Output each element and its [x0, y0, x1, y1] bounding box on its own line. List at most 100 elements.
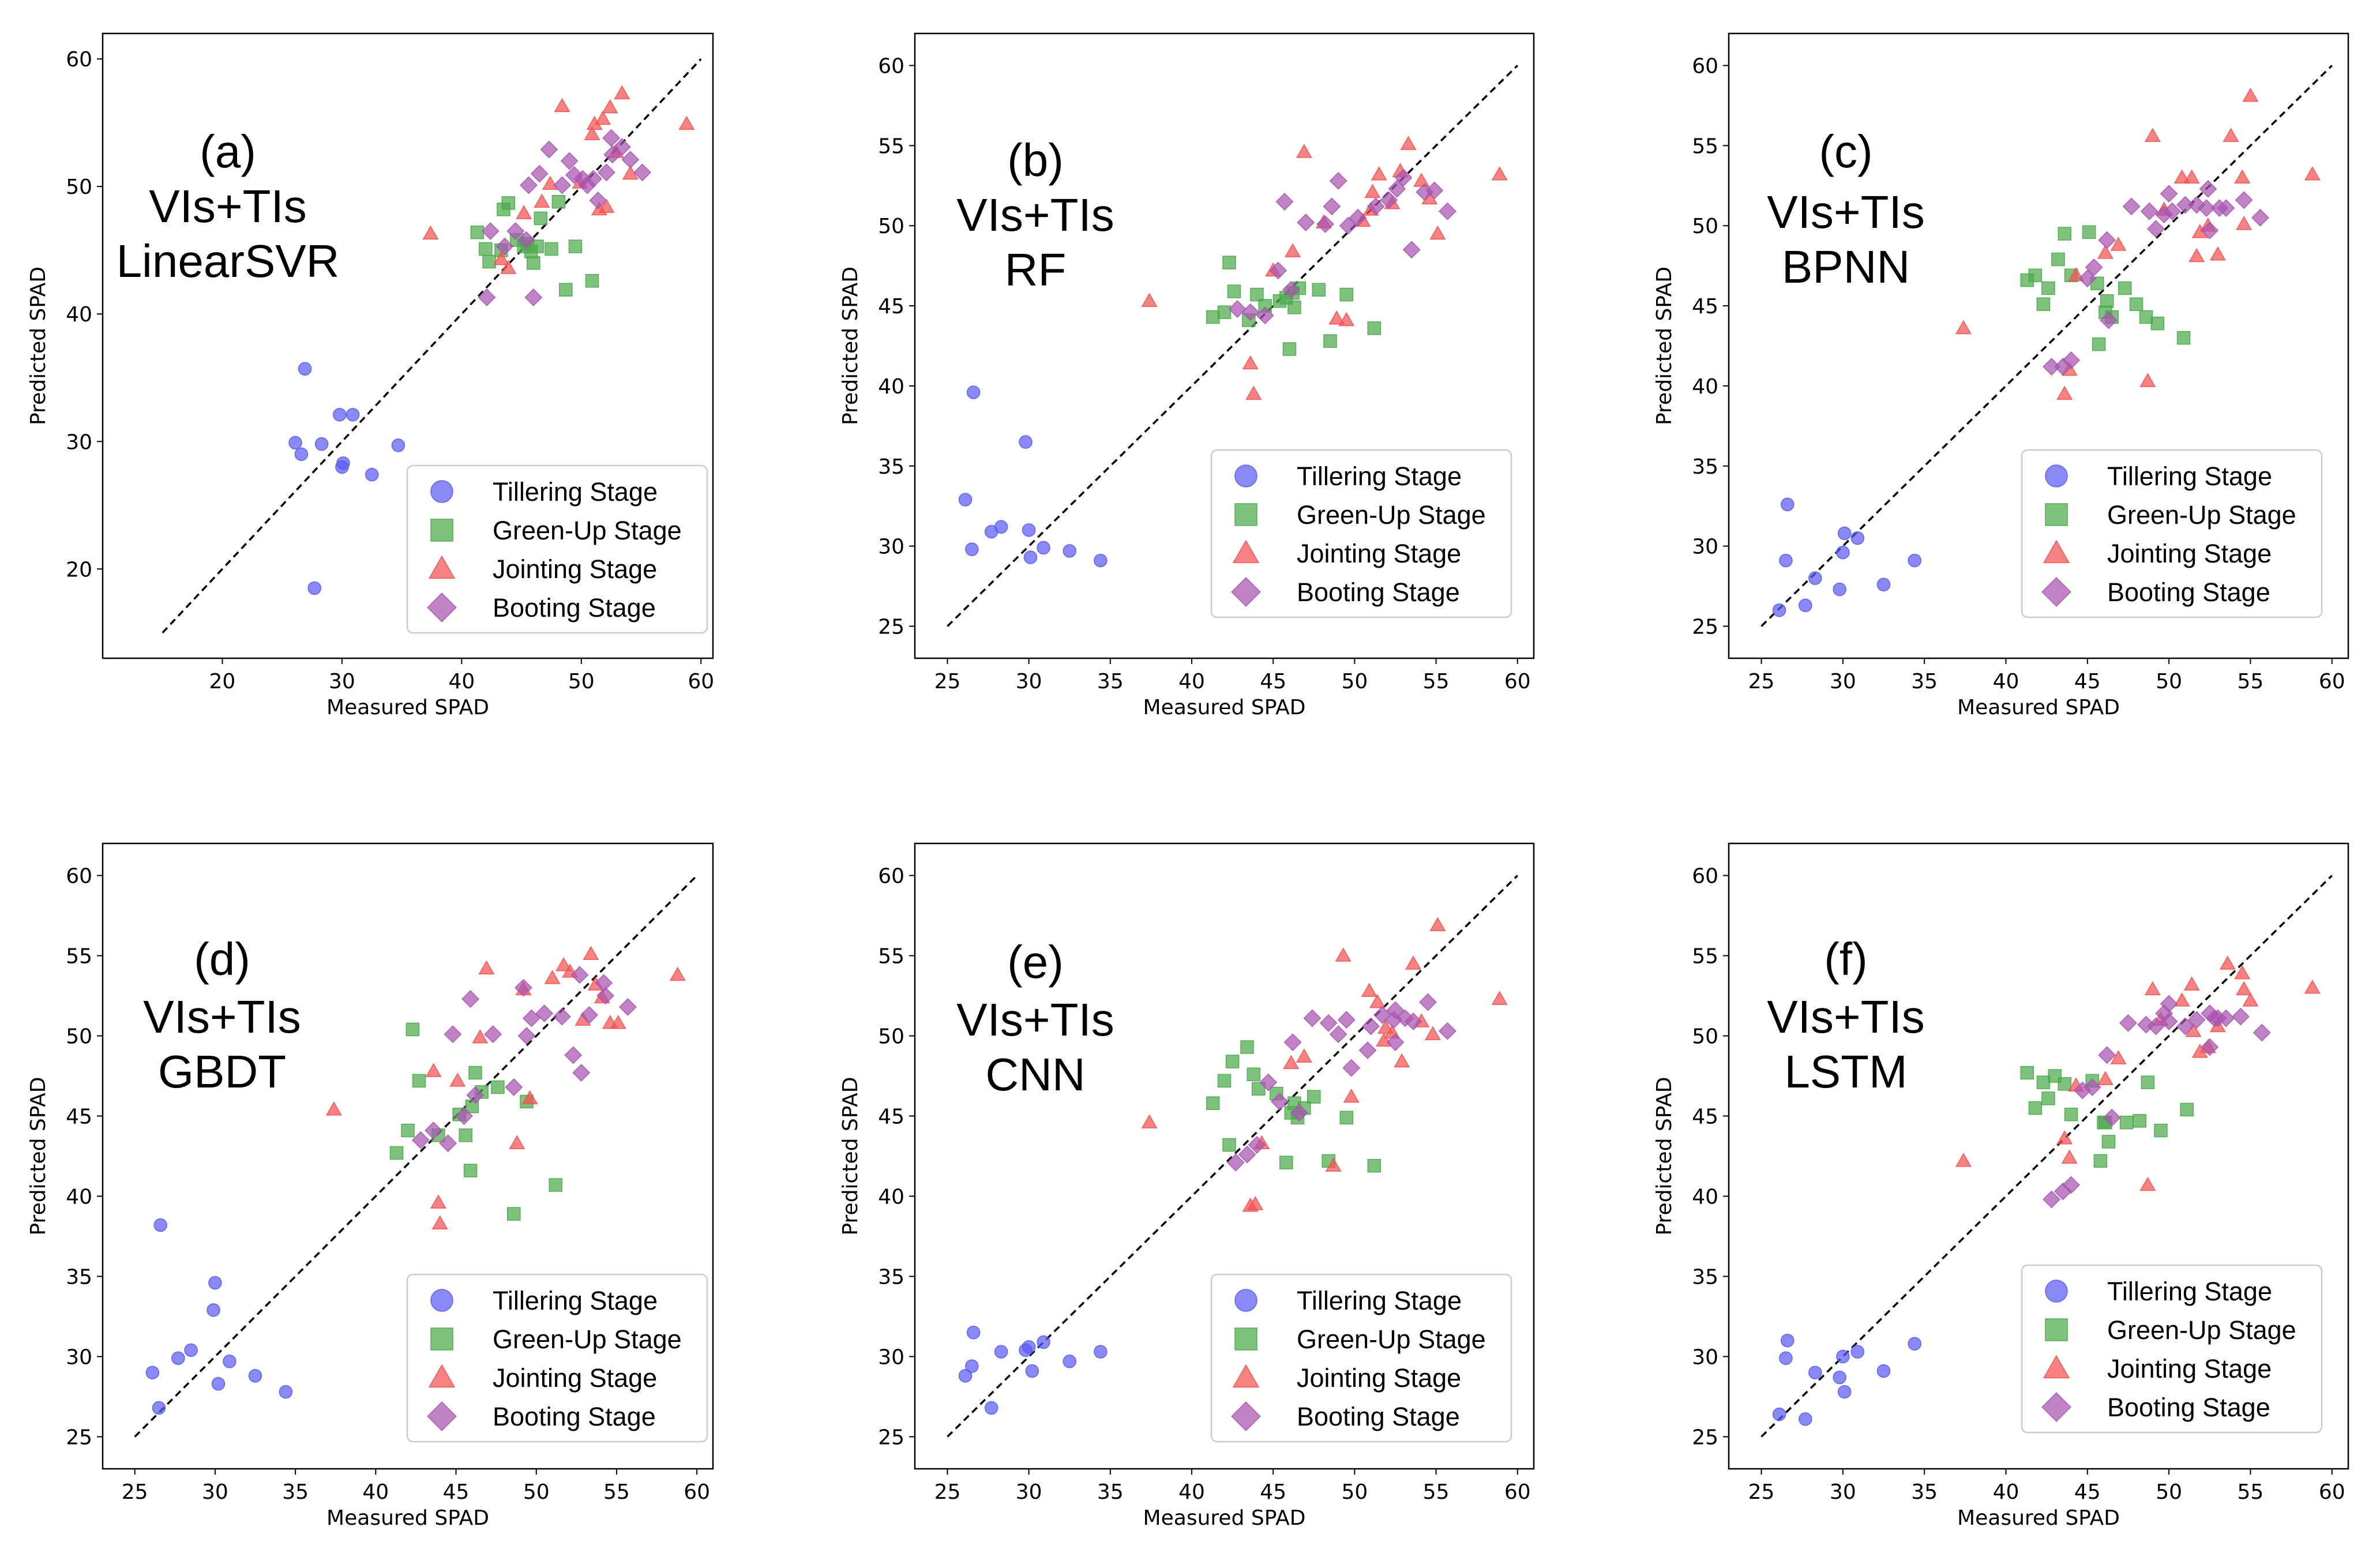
data-point [1228, 300, 1247, 318]
data-point [1772, 1407, 1786, 1422]
data-point [1833, 1370, 1846, 1385]
x-tick-label: 25 [1748, 1480, 1775, 1504]
legend-marker-booting [2041, 1392, 2071, 1422]
data-point [1339, 216, 1357, 235]
data-point [572, 1064, 591, 1082]
legend: Tillering Stage Green-Up Stage Jointing St… [2021, 449, 2323, 618]
data-point [1362, 1017, 1380, 1036]
data-point [2176, 1017, 2194, 1036]
data-point [2082, 225, 2096, 239]
x-tick-label: 50 [523, 1480, 550, 1504]
x-tick-label: 30 [1016, 670, 1042, 693]
data-point [958, 1369, 973, 1383]
data-point [145, 1366, 160, 1379]
legend-label: Tillering Stage [1297, 1286, 1462, 1315]
data-point [1316, 215, 1334, 233]
legend-label: Tillering Stage [493, 477, 658, 507]
data-point [596, 987, 614, 1005]
data-point [1283, 1055, 1300, 1070]
data-point [2036, 297, 2051, 312]
data-point [466, 1086, 485, 1104]
data-point [1908, 553, 1921, 568]
data-point [2201, 1038, 2219, 1056]
data-point [1328, 310, 1345, 325]
data-point [1241, 303, 1260, 321]
data-point [2101, 1135, 2116, 1149]
series-greenup [2020, 1066, 2194, 1168]
data-point [1287, 301, 1301, 314]
data-point [2140, 202, 2158, 220]
data-point [2187, 1011, 2206, 1029]
data-point [484, 1025, 502, 1044]
data-point [1271, 1093, 1289, 1111]
data-point [294, 447, 309, 462]
data-point [1225, 1055, 1240, 1068]
data-point [1955, 320, 1972, 335]
data-point [412, 1074, 426, 1088]
x-tick-label: 40 [1178, 670, 1205, 693]
data-point [1779, 1351, 1793, 1365]
x-tick-label: 55 [603, 1480, 630, 1504]
legend-label: Tillering Stage [2107, 1277, 2272, 1306]
y-tick-label: 30 [1692, 535, 1718, 559]
data-point [325, 1101, 342, 1116]
x-axis-label: Measured SPAD [1957, 696, 2120, 719]
data-point [1256, 306, 1274, 325]
data-point [1259, 1073, 1278, 1092]
y-tick-label: 55 [66, 945, 92, 969]
data-point [505, 1078, 523, 1096]
data-point [1394, 1053, 1410, 1068]
data-point [2201, 222, 2219, 239]
legend-box [1210, 1273, 1512, 1443]
data-point [1279, 1156, 1293, 1169]
y-tick-label: 30 [878, 535, 904, 559]
data-point [1780, 497, 1795, 512]
y-tick-label: 45 [66, 1105, 92, 1129]
data-point [1206, 310, 1220, 324]
data-point [1247, 1196, 1264, 1210]
y-tick-label: 45 [878, 295, 904, 318]
legend-label: Jointing Stage [1297, 1363, 1461, 1393]
y-tick-label: 55 [1692, 945, 1718, 969]
legend-label: Jointing Stage [493, 554, 657, 584]
data-point [2235, 191, 2253, 209]
y-axis-label: Predicted SPAD [839, 1077, 862, 1235]
data-point [1386, 1033, 1405, 1052]
y-tick-label: 35 [66, 1265, 92, 1289]
data-point [1908, 1337, 1921, 1351]
data-point [1323, 197, 1341, 216]
data-point [2097, 245, 2114, 259]
legend-label: Booting Stage [493, 593, 656, 622]
data-point [1282, 342, 1297, 356]
data-point [1037, 1335, 1050, 1349]
legend-label: Green-Up Stage [493, 1325, 682, 1354]
data-point [2064, 1107, 2078, 1122]
data-point [2078, 269, 2097, 288]
data-point [1876, 577, 1891, 592]
data-point [1296, 144, 1312, 158]
data-point [2173, 169, 2190, 184]
data-point [1850, 1345, 1865, 1359]
data-point [482, 254, 496, 269]
data-point [2041, 1092, 2055, 1105]
data-point [439, 1134, 457, 1153]
data-point [2242, 992, 2259, 1007]
legend: Tillering Stage Green-Up Stage Jointing St… [1210, 1273, 1512, 1443]
data-point [595, 110, 611, 125]
series-booting [2043, 995, 2271, 1209]
data-point [1837, 526, 1852, 541]
data-point [553, 176, 571, 194]
data-point [1269, 261, 1287, 280]
x-tick-label: 35 [282, 1480, 309, 1504]
data-point [459, 1128, 472, 1142]
series-jointing [422, 85, 695, 274]
data-point [2154, 1123, 2168, 1138]
legend-marker-booting [1231, 1401, 1261, 1431]
series-tillering [288, 362, 406, 595]
data-point [2129, 297, 2143, 312]
x-tick-label: 45 [2074, 670, 2101, 693]
y-tick-label: 45 [1692, 1105, 1718, 1129]
series-greenup [2020, 225, 2191, 351]
data-point [1206, 1096, 1220, 1111]
data-point [1338, 312, 1355, 327]
